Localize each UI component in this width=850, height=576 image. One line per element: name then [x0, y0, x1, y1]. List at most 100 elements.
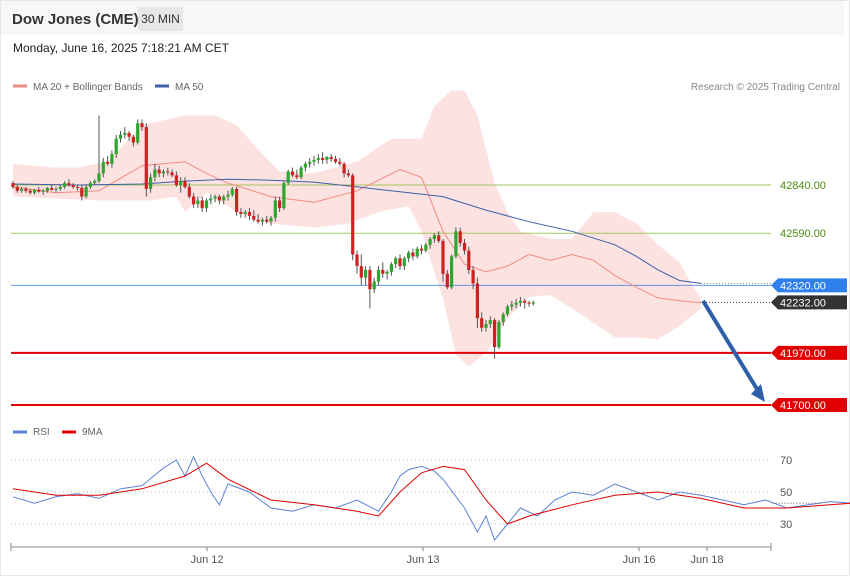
candle — [20, 186, 24, 193]
candle — [239, 208, 243, 218]
candle — [75, 185, 80, 191]
candle-body — [389, 264, 393, 272]
candle-body — [226, 194, 230, 197]
candle-body — [471, 269, 475, 284]
x-tick-label: Jun 13 — [406, 554, 439, 566]
candle — [493, 318, 497, 359]
candle-body — [372, 281, 376, 290]
rsi-tick-70: 70 — [780, 455, 792, 467]
candle-body — [67, 183, 71, 185]
candle-body — [20, 188, 24, 191]
candle — [531, 300, 535, 306]
level-tag-42232.00 — [771, 295, 847, 310]
x-tick-label: Jun 18 — [690, 554, 723, 566]
candle-body — [230, 188, 234, 195]
level-label-42840.00: 42840.00 — [780, 180, 826, 192]
candle — [295, 169, 299, 180]
candle — [432, 233, 436, 243]
candle — [204, 198, 209, 213]
candle-body — [204, 200, 209, 209]
candle-body — [346, 173, 350, 176]
candle — [415, 246, 419, 259]
legend-rsi-label: RSI — [33, 427, 50, 438]
candle — [183, 177, 187, 189]
candle-body — [278, 200, 282, 209]
candle-body — [428, 239, 432, 245]
rsi-tick-50: 50 — [780, 487, 792, 499]
candle — [419, 244, 424, 255]
candle — [144, 123, 148, 197]
candle — [389, 262, 393, 276]
candle — [351, 173, 355, 261]
candle — [123, 127, 127, 139]
candle-body — [118, 134, 123, 139]
candle — [50, 185, 54, 191]
legend-ma50-label: MA 50 — [175, 82, 204, 93]
candle — [114, 134, 118, 158]
candle-body — [505, 306, 510, 315]
candle — [278, 196, 282, 213]
candle — [170, 169, 174, 178]
candle — [321, 152, 325, 164]
candle-body — [179, 181, 183, 185]
candle-body — [295, 175, 299, 178]
candle-body — [523, 300, 527, 303]
candle — [527, 300, 531, 307]
candle-body — [101, 161, 105, 174]
candle-body — [510, 304, 514, 307]
candle — [411, 248, 415, 261]
candle-body — [368, 269, 372, 290]
candle — [192, 192, 196, 209]
level-label-42590.00: 42590.00 — [780, 228, 826, 240]
candle — [385, 269, 389, 280]
candle-body — [63, 183, 67, 187]
candle-body — [299, 167, 303, 178]
candle-body — [58, 186, 62, 189]
candle — [308, 157, 312, 168]
candle — [355, 250, 359, 274]
candle-body — [93, 181, 97, 184]
candle — [424, 242, 428, 253]
candle — [450, 254, 454, 290]
candle-body — [424, 244, 428, 251]
candle — [217, 194, 221, 205]
candle-body — [37, 189, 41, 192]
ma20-line — [12, 161, 702, 304]
candle-body — [136, 123, 140, 143]
candle-body — [501, 314, 505, 323]
candle-body — [32, 189, 37, 193]
candle — [441, 239, 445, 282]
candle — [179, 177, 183, 193]
candle — [445, 269, 449, 290]
candle — [475, 277, 479, 328]
level-label-42320.00: 42320.00 — [780, 280, 826, 292]
candle-body — [303, 163, 307, 168]
candle — [316, 154, 320, 164]
candle-body — [475, 283, 479, 319]
candle-body — [394, 258, 398, 265]
candle-body — [200, 200, 204, 209]
candle-body — [11, 183, 15, 187]
candle-body — [28, 190, 32, 193]
candle — [269, 215, 273, 226]
candle-body — [153, 169, 157, 178]
candle — [149, 173, 153, 193]
candle-body — [41, 190, 45, 192]
level-tag-41970.00 — [771, 345, 847, 360]
candle-body — [235, 188, 239, 213]
candle-body — [222, 196, 226, 201]
candle — [333, 156, 338, 164]
candle-body — [174, 175, 178, 185]
candle — [510, 300, 514, 311]
candle — [402, 256, 406, 270]
candle-body — [192, 196, 196, 205]
interval-button[interactable]: 30 MIN — [138, 7, 183, 31]
candle-body — [333, 158, 338, 162]
rsi-panel: 70 50 30 — [11, 455, 850, 542]
candle — [282, 181, 286, 211]
candle — [518, 296, 522, 307]
chart-legend: MA 20 + Bollinger Bands MA 50 Research ©… — [13, 82, 840, 93]
candle — [226, 190, 230, 201]
candle — [63, 181, 67, 189]
